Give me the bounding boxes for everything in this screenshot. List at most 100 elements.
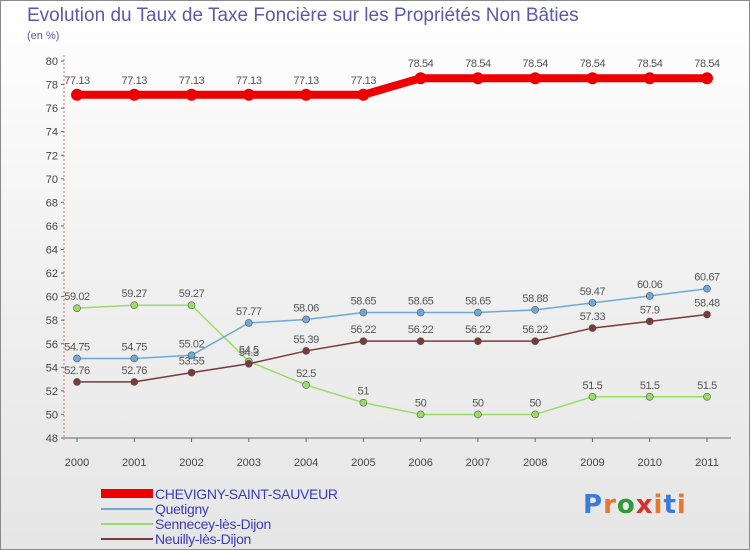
data-label: 59.27 (122, 288, 148, 300)
legend-label: Quetigny (155, 500, 209, 517)
data-point (701, 72, 713, 85)
legend-label: Neuilly-lès-Dijon (155, 530, 252, 547)
data-label: 78.54 (637, 58, 663, 70)
data-point (187, 301, 196, 310)
data-label: 58.65 (351, 296, 377, 308)
data-label: 58.65 (465, 296, 491, 308)
data-label: 54.3 (239, 347, 259, 359)
y-tick-label: 56 (46, 339, 58, 351)
data-point (474, 337, 482, 345)
data-point (130, 378, 139, 386)
data-label: 53.55 (179, 356, 205, 368)
y-unit-label: (en %) (27, 30, 60, 42)
data-point (73, 304, 81, 312)
data-point (357, 88, 370, 101)
logo-letter: P (583, 490, 604, 520)
data-point (416, 308, 425, 317)
data-label: 57.33 (580, 311, 606, 323)
data-point (643, 72, 656, 85)
proxiti-logo: Proxiti (583, 490, 687, 520)
data-point (588, 392, 597, 401)
data-label: 52.76 (122, 365, 148, 377)
x-tick-label: 2001 (122, 457, 146, 469)
data-point (302, 347, 310, 355)
data-label: 54.5 (239, 344, 259, 356)
data-label: 57.9 (640, 304, 660, 316)
data-point (471, 72, 484, 85)
logo-letter: i (653, 490, 664, 520)
y-tick-label: 58 (46, 315, 58, 327)
data-label: 77.13 (236, 75, 262, 87)
data-label: 56.22 (351, 324, 377, 336)
legend-swatch-brown (101, 537, 153, 540)
logo-letter: x (635, 490, 654, 520)
data-point (130, 354, 139, 363)
y-tick-label: 78 (46, 80, 58, 92)
data-label: 59.27 (179, 288, 205, 300)
data-point (474, 410, 482, 419)
legend-item[interactable]: CHEVIGNY-SAINT-SAUVEUR (101, 486, 338, 502)
series-lines (73, 74, 711, 416)
x-tick-label: 2004 (294, 457, 318, 469)
data-point (185, 88, 198, 101)
data-label: 51.5 (697, 380, 717, 392)
legend-item[interactable]: Quetigny (101, 500, 338, 517)
data-point (703, 284, 711, 293)
data-label: 57.77 (236, 306, 262, 318)
data-label: 58.48 (694, 298, 720, 310)
data-point (73, 378, 81, 386)
data-point (187, 351, 196, 360)
y-tick-label: 66 (46, 221, 58, 233)
data-point (245, 359, 253, 368)
y-tick-label: 70 (46, 174, 58, 186)
x-tick-label: 2011 (695, 457, 719, 469)
data-label: 50 (529, 397, 541, 409)
legend-item[interactable]: Neuilly-lès-Dijon (101, 530, 338, 547)
data-point (531, 337, 539, 345)
y-tick-label: 54 (46, 362, 58, 374)
data-point (586, 72, 599, 85)
x-tick-label: 2008 (523, 457, 547, 469)
data-point (474, 308, 482, 317)
y-tick-label: 80 (46, 56, 58, 68)
x-tick-label: 2007 (466, 457, 490, 469)
x-tick-label: 2005 (351, 457, 375, 469)
data-label: 77.13 (64, 75, 90, 87)
data-point (245, 319, 253, 327)
data-point (414, 72, 427, 85)
y-tick-label: 74 (46, 127, 58, 139)
data-point (128, 88, 141, 101)
data-point (529, 72, 542, 85)
y-tick-label: 64 (46, 245, 58, 257)
data-point (416, 337, 425, 345)
y-tick-label: 60 (46, 292, 58, 304)
data-label: 77.13 (179, 75, 205, 87)
series-line (76, 304, 708, 416)
data-point (588, 324, 597, 332)
y-tick-label: 68 (46, 197, 58, 209)
data-point (645, 392, 654, 401)
data-label: 78.54 (580, 58, 606, 70)
data-label: 51.5 (583, 380, 603, 392)
data-point (645, 292, 654, 300)
chart-title: Evolution du Taux de Taxe Foncière sur l… (27, 5, 579, 26)
data-label: 78.54 (522, 58, 548, 70)
data-point (531, 306, 539, 314)
legend-item[interactable]: Sennecey-lès-Dijon (101, 516, 338, 532)
data-point (531, 410, 539, 419)
series-line (76, 313, 708, 383)
legend-swatch-green (101, 522, 153, 525)
y-tick-label: 48 (46, 433, 58, 445)
data-point (71, 88, 83, 101)
data-label: 51 (358, 386, 370, 398)
data-point (73, 354, 81, 363)
series-line (76, 287, 708, 360)
logo-letter: o (616, 490, 636, 520)
data-label: 50 (415, 397, 427, 409)
data-point (242, 88, 255, 101)
data-label: 78.54 (465, 58, 491, 70)
data-label: 77.13 (351, 75, 377, 87)
data-point (302, 315, 310, 324)
data-label: 59.47 (580, 286, 606, 298)
